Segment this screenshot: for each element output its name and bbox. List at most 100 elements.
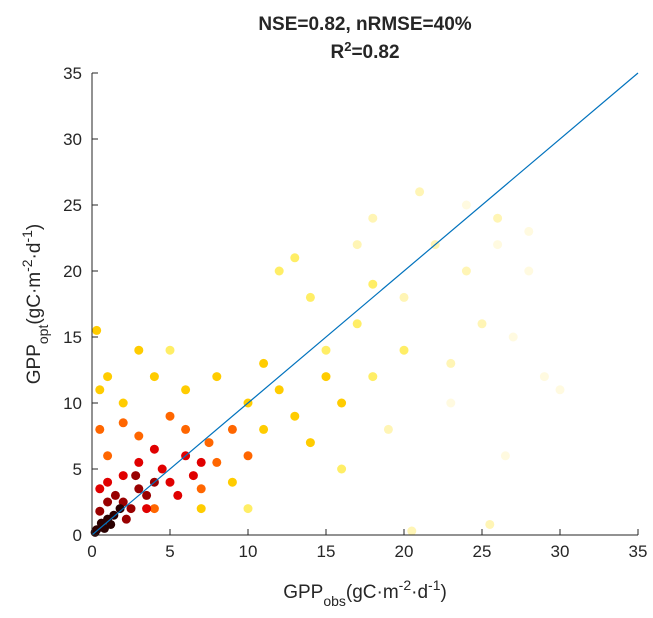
x-axis-label-part: obs [323, 593, 346, 609]
x-axis-label: GPPobs(gC·m-2·d-1) [283, 577, 447, 609]
point [157, 464, 167, 474]
point [290, 411, 300, 421]
x-tick-label: 25 [473, 542, 492, 561]
point [399, 345, 409, 355]
point [95, 424, 105, 434]
point [110, 490, 120, 500]
point [106, 519, 116, 529]
x-axis-label-part: -2 [399, 577, 412, 593]
point [383, 424, 393, 434]
point [212, 372, 222, 382]
point [165, 477, 175, 487]
one-to-one-line [91, 72, 639, 536]
point [115, 504, 125, 514]
y-axis-label-part: -1 [19, 230, 35, 243]
x-axis-label-part: (gC·m [346, 582, 399, 603]
chart-title: NSE=0.82, nRMSE=40% [258, 14, 471, 35]
point [407, 526, 417, 536]
x-tick-label: 20 [395, 542, 414, 561]
point [461, 200, 471, 210]
point [352, 240, 362, 250]
point [227, 477, 237, 487]
point [212, 457, 222, 467]
point [352, 319, 362, 329]
chart-subtitle: R2=0.82 [330, 39, 399, 64]
point [259, 358, 269, 368]
point [204, 438, 214, 448]
point [493, 240, 503, 250]
y-tick-label: 10 [63, 394, 82, 413]
point [368, 279, 378, 289]
y-tick-label: 35 [63, 64, 82, 83]
point [446, 358, 456, 368]
point [188, 471, 198, 481]
point [134, 484, 144, 494]
point [415, 187, 425, 197]
y-axis-label-part: opt [35, 325, 51, 345]
point [196, 457, 206, 467]
point [368, 372, 378, 382]
point [118, 398, 128, 408]
point [142, 504, 152, 514]
point [181, 424, 191, 434]
x-tick-label: 35 [629, 542, 648, 561]
point [524, 226, 534, 236]
y-tick-label: 15 [63, 328, 82, 347]
point [134, 345, 144, 355]
y-axis-label-part: (gC·m [24, 272, 45, 325]
point [118, 471, 128, 481]
point [493, 213, 503, 223]
point [227, 424, 237, 434]
x-axis-label-part: -1 [428, 577, 441, 593]
point [126, 504, 136, 514]
subtitle-part: 2 [344, 39, 351, 54]
point [103, 372, 113, 382]
point [109, 510, 119, 520]
point [103, 497, 113, 507]
point [555, 385, 565, 395]
point [539, 372, 549, 382]
x-tick-label: 5 [165, 542, 174, 561]
point [103, 477, 113, 487]
point [243, 451, 253, 461]
point [337, 464, 347, 474]
point [149, 372, 159, 382]
point [134, 457, 144, 467]
point [118, 418, 128, 428]
x-axis-label-part: ·d [411, 582, 428, 603]
point [121, 514, 131, 524]
point [95, 484, 105, 494]
point [477, 319, 487, 329]
point [131, 471, 141, 481]
point [274, 266, 284, 276]
point [321, 372, 331, 382]
point [196, 504, 206, 514]
point [500, 451, 510, 461]
y-axis-label-part: ) [24, 224, 45, 230]
point [305, 438, 315, 448]
point [337, 398, 347, 408]
x-axis-label-part: ) [440, 582, 446, 603]
x-tick-label: 15 [317, 542, 336, 561]
point [461, 266, 471, 276]
x-tick-label: 10 [239, 542, 258, 561]
y-axis-label: GPPopt(gC·m-2·d-1) [19, 224, 51, 385]
point [142, 490, 152, 500]
y-axis-label-part: GPP [24, 344, 45, 384]
y-axis-label-part: -2 [19, 259, 35, 272]
point [196, 484, 206, 494]
point [305, 292, 315, 302]
point [134, 431, 144, 441]
point [290, 253, 300, 263]
y-tick-label: 0 [73, 526, 82, 545]
point [149, 444, 159, 454]
point [274, 385, 284, 395]
y-tick-label: 5 [73, 460, 82, 479]
x-tick-label: 0 [87, 542, 96, 561]
subtitle-part: =0.82 [351, 42, 399, 63]
point [485, 519, 495, 529]
point [165, 345, 175, 355]
point [399, 292, 409, 302]
y-axis-label-part: ·d [24, 243, 45, 260]
